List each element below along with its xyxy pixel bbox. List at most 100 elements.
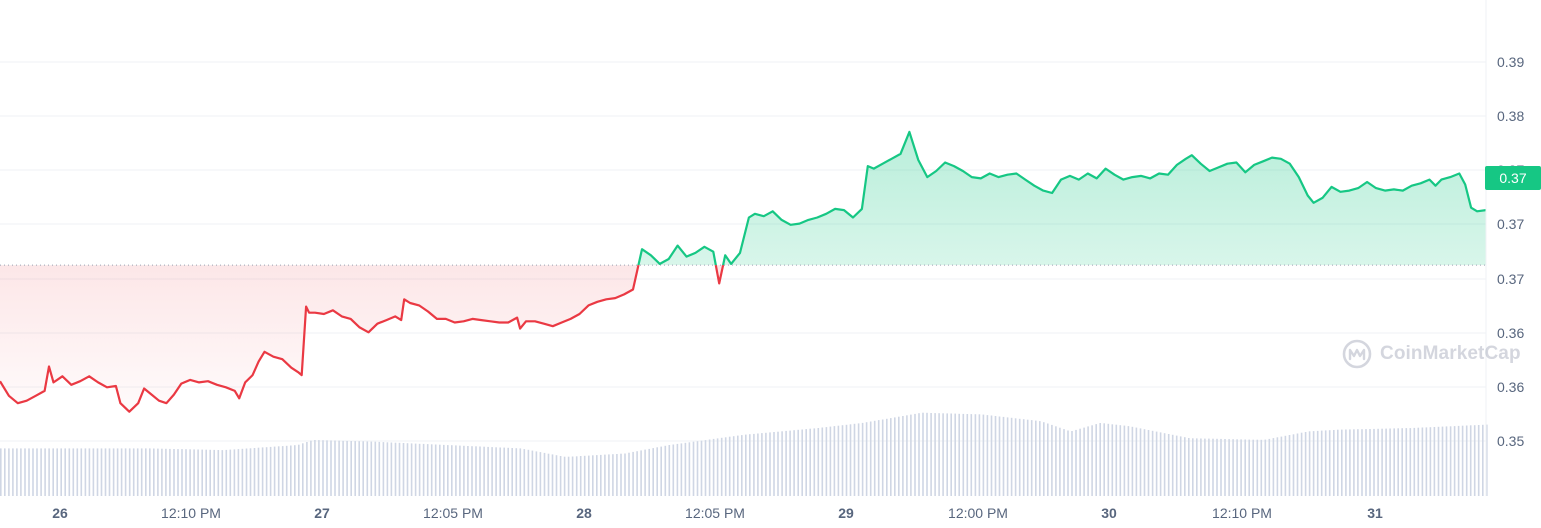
volume-bar <box>36 448 38 496</box>
volume-bar <box>873 420 876 496</box>
volume-bar <box>793 430 795 496</box>
volume-bar <box>1449 426 1452 496</box>
volume-bar <box>1453 426 1456 496</box>
volume-bar <box>1341 429 1343 496</box>
volume-bar <box>1232 439 1234 496</box>
volume-bar <box>92 448 95 496</box>
volume-bar <box>346 440 348 496</box>
volume-bar <box>1264 439 1267 496</box>
volume-bar <box>314 440 316 496</box>
volume-bar <box>157 448 159 496</box>
volume-bar <box>559 456 562 496</box>
volume-bar <box>161 448 163 496</box>
volume-bar <box>233 449 236 496</box>
volume-bar <box>1413 427 1416 496</box>
volume-bar <box>205 449 207 496</box>
volume-bar <box>249 448 252 496</box>
volume-bar <box>362 441 364 496</box>
volume-bar <box>1393 428 1395 496</box>
volume-bar <box>527 449 530 496</box>
volume-bar <box>898 416 900 496</box>
price-area-fill <box>0 131 1486 412</box>
y-tick-label: 0.35 <box>1497 433 1524 449</box>
volume-bar <box>1304 432 1307 496</box>
volume-bar <box>44 448 46 496</box>
volume-bar <box>539 452 542 496</box>
volume-bar <box>1192 438 1194 496</box>
volume-bar <box>48 448 50 496</box>
volume-bar <box>318 440 320 496</box>
volume-bar <box>439 444 441 496</box>
volume-bar <box>265 447 268 496</box>
volume-bar <box>648 448 650 496</box>
volume-bar <box>825 427 828 496</box>
volume-bar <box>588 455 590 496</box>
volume-bar <box>881 419 884 496</box>
volume-bar <box>737 435 739 496</box>
volume-bar <box>1030 420 1033 496</box>
volume-bar <box>120 448 123 496</box>
volume-bar <box>813 428 816 496</box>
x-tick-label: 27 <box>314 505 330 521</box>
volume-bar <box>1018 418 1021 496</box>
volume-bar <box>358 441 360 496</box>
volume-bar <box>592 455 594 496</box>
volume-bar <box>1059 427 1061 496</box>
volume-bar <box>914 413 916 496</box>
volume-bar <box>298 444 300 496</box>
volume-bar <box>632 451 634 496</box>
volume-bar <box>112 448 115 496</box>
volume-bar <box>1312 431 1315 496</box>
volume-bar <box>640 450 642 496</box>
volume-bar <box>402 443 405 496</box>
y-axis: 0.390.380.370.370.370.360.360.35 <box>1497 54 1524 449</box>
volume-bar <box>596 455 598 496</box>
volume-bar <box>616 454 618 496</box>
volume-bar <box>326 440 328 496</box>
volume-bar <box>636 451 638 496</box>
volume-bar <box>523 449 526 496</box>
y-tick-label: 0.36 <box>1497 379 1524 395</box>
volume-bar <box>145 448 147 496</box>
volume-bar <box>32 448 34 496</box>
volume-bar <box>519 448 522 496</box>
volume-bar <box>781 431 783 496</box>
volume-bar <box>471 446 473 496</box>
volume-bar <box>1115 424 1118 496</box>
volume-bar <box>189 449 191 496</box>
volume-bar <box>918 413 920 496</box>
volume-bar <box>88 448 91 496</box>
volume-bar <box>414 443 417 496</box>
volume-bar <box>1461 425 1464 496</box>
volume-bar <box>712 438 715 496</box>
volume-bar <box>342 440 344 496</box>
volume-bar <box>149 448 151 496</box>
volume-bar <box>1397 428 1399 496</box>
volume-bar <box>181 449 183 496</box>
volume-bar <box>551 454 554 496</box>
price-line-up <box>637 130 1486 266</box>
volume-bar <box>567 456 570 496</box>
current-price-badge: 0.37 <box>1485 166 1541 190</box>
volume-bar <box>12 448 14 496</box>
price-line <box>0 130 1486 413</box>
volume-bar <box>1337 429 1339 496</box>
volume-bar <box>1401 428 1403 496</box>
volume-bar <box>1389 428 1391 496</box>
x-tick-label: 31 <box>1367 505 1383 521</box>
volume-bar <box>1268 438 1271 496</box>
x-axis: 26 12:10 PM 27 12:05 PM 28 12:05 PM 29 12:00 PM… <box>52 505 1383 521</box>
volume-bar <box>894 417 896 496</box>
volume-bar <box>165 448 167 496</box>
volume-bar <box>604 454 606 496</box>
volume-bar <box>1308 431 1311 496</box>
volume-bar <box>777 431 779 496</box>
volume-bar <box>1445 426 1448 496</box>
volume-bar <box>1300 432 1303 496</box>
volume-bar <box>370 441 373 496</box>
volume-bar <box>761 433 763 496</box>
volume-bar <box>306 442 308 496</box>
x-tick-label: 28 <box>576 505 592 521</box>
